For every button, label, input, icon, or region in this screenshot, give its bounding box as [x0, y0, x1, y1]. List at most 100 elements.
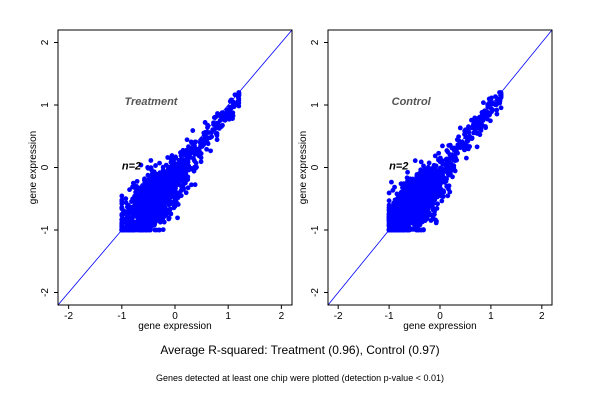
data-point — [185, 163, 191, 169]
data-point — [226, 108, 232, 114]
data-point — [211, 115, 217, 120]
data-point — [151, 196, 157, 202]
data-point — [128, 206, 134, 212]
data-point — [134, 204, 140, 210]
sample-count-label: n=2 — [389, 160, 408, 172]
data-point — [217, 118, 223, 123]
data-point — [160, 208, 166, 214]
data-point — [205, 125, 210, 130]
data-point — [193, 160, 199, 166]
data-point — [426, 165, 432, 171]
data-point — [153, 163, 158, 168]
data-point — [157, 160, 162, 166]
data-point — [442, 179, 448, 185]
data-point — [180, 179, 186, 185]
data-point — [415, 224, 420, 230]
data-point — [195, 151, 200, 157]
data-point — [464, 143, 470, 149]
data-point — [223, 113, 229, 119]
data-point — [149, 171, 155, 177]
data-point — [180, 182, 186, 188]
data-point — [136, 222, 142, 228]
y-tick-label: -2 — [310, 288, 321, 297]
data-point — [153, 180, 158, 185]
data-point — [178, 193, 184, 199]
data-point — [452, 156, 458, 161]
data-point — [132, 227, 138, 233]
data-point — [432, 209, 437, 215]
data-point — [447, 189, 453, 195]
data-point — [461, 141, 467, 147]
data-point — [200, 139, 205, 145]
data-point — [172, 188, 178, 194]
y-tick-label: -2 — [40, 288, 51, 297]
data-point — [145, 165, 151, 171]
data-point — [192, 182, 198, 188]
data-point — [405, 169, 410, 175]
x-tick-label: 0 — [172, 311, 178, 322]
data-point — [123, 200, 129, 206]
data-point — [119, 193, 125, 199]
data-point — [494, 111, 500, 117]
data-point — [400, 193, 406, 199]
data-point — [419, 188, 425, 194]
data-point — [167, 181, 173, 187]
data-point — [432, 189, 437, 195]
data-point — [189, 166, 195, 172]
data-point — [474, 130, 480, 135]
x-tick-label: -2 — [64, 311, 73, 322]
data-point — [421, 198, 426, 204]
data-point — [411, 199, 417, 204]
data-point — [179, 151, 185, 157]
data-point — [424, 189, 430, 195]
data-point — [154, 172, 160, 178]
data-point — [138, 186, 144, 192]
y-tick-label: 1 — [40, 102, 51, 108]
data-point — [209, 134, 215, 140]
data-point — [454, 137, 460, 143]
data-point — [436, 157, 441, 163]
data-point — [412, 180, 418, 185]
x-tick-label: 2 — [279, 311, 285, 322]
x-tick-label: -1 — [117, 311, 126, 322]
y-tick-label: 2 — [310, 39, 321, 45]
data-point — [149, 176, 155, 182]
data-point — [423, 177, 429, 183]
data-point — [146, 210, 151, 216]
data-point — [418, 159, 424, 165]
data-point — [478, 118, 484, 124]
data-point — [136, 215, 142, 220]
data-point — [127, 226, 133, 232]
data-point — [119, 206, 125, 212]
data-point — [137, 198, 143, 204]
data-point — [484, 116, 490, 122]
data-point — [167, 186, 173, 192]
data-point — [471, 122, 476, 127]
data-point — [410, 226, 416, 232]
data-point — [141, 206, 147, 212]
data-point — [165, 210, 171, 216]
data-point — [463, 128, 469, 133]
data-point — [461, 146, 467, 152]
data-point — [191, 156, 196, 162]
data-point — [386, 214, 392, 220]
data-point — [445, 149, 451, 155]
data-point — [465, 136, 471, 142]
data-point — [188, 139, 194, 145]
y-tick-label: -1 — [310, 225, 321, 234]
data-point — [451, 163, 457, 169]
x-tick-label: -2 — [334, 311, 343, 322]
data-point — [436, 150, 442, 156]
data-point — [166, 202, 172, 208]
data-point — [435, 201, 440, 207]
data-point — [215, 124, 221, 130]
data-point — [407, 205, 413, 211]
y-tick-label: -1 — [40, 225, 51, 234]
data-point — [217, 113, 223, 119]
data-point — [421, 163, 426, 169]
data-point — [177, 168, 183, 173]
data-point — [474, 118, 480, 124]
data-point — [185, 185, 191, 191]
data-point — [183, 190, 189, 196]
data-point — [125, 216, 131, 222]
